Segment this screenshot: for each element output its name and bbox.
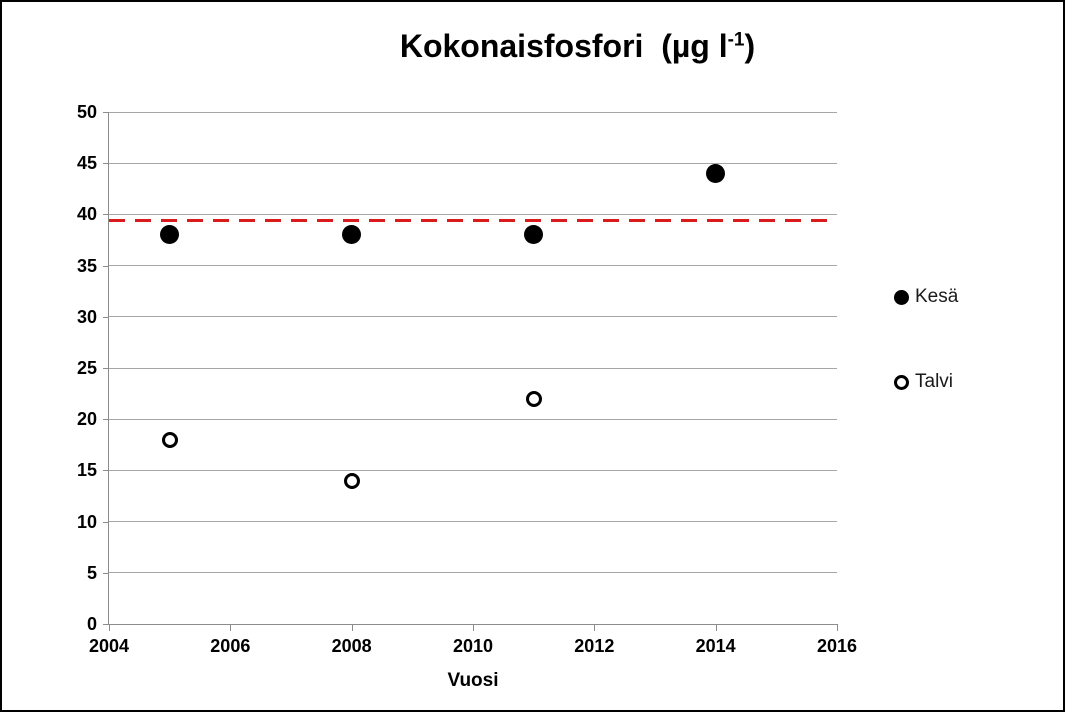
chart-title-suffix: )	[744, 28, 756, 64]
gridline-y-35	[109, 265, 837, 267]
y-tick-20	[103, 419, 109, 421]
gridline-y-45	[109, 162, 837, 164]
x-tick-label-2010: 2010	[452, 636, 494, 656]
x-axis-title: Vuosi	[447, 670, 499, 691]
gridline-y-40	[109, 213, 837, 215]
open-circle-icon	[894, 374, 909, 390]
gridline-y-25	[109, 367, 837, 369]
data-point-kesä-2014	[706, 163, 726, 183]
x-tick-2014	[715, 625, 717, 631]
legend-label-kesa: Kesä	[915, 286, 959, 307]
plot-area	[109, 111, 837, 624]
chart-title: Kokonaisfosfori (µg l-1)	[92, 28, 1063, 65]
y-tick-label-10: 10	[76, 511, 97, 532]
x-tick-2012	[594, 625, 596, 631]
x-tick-2006	[230, 625, 232, 631]
y-tick-0	[103, 624, 109, 625]
y-tick-label-35: 35	[76, 255, 97, 276]
x-axis-line	[103, 624, 838, 625]
y-tick-10	[103, 521, 109, 523]
y-tick-label-25: 25	[76, 358, 97, 378]
x-tick-label-2014: 2014	[695, 636, 736, 656]
gridline-y-30	[109, 316, 837, 318]
y-tick-label-50: 50	[76, 102, 97, 122]
legend-item-kesa[interactable]: Kesä	[894, 284, 1054, 310]
y-tick-label-5: 5	[86, 562, 97, 583]
y-tick-50	[103, 112, 109, 113]
data-point-talvi-2008	[343, 472, 360, 489]
y-tick-35	[103, 265, 109, 267]
legend-label-talvi: Talvi	[915, 371, 954, 392]
y-tick-label-45: 45	[76, 153, 97, 174]
x-tick-2010	[473, 625, 474, 631]
data-point-kesä-2011	[524, 225, 544, 245]
y-tick-25	[103, 368, 109, 369]
data-point-kesä-2005	[160, 225, 180, 245]
x-tick-2004	[109, 625, 110, 631]
x-tick-label-2012: 2012	[574, 636, 615, 656]
y-tick-30	[103, 316, 109, 318]
y-tick-label-40: 40	[76, 204, 97, 225]
gridline-y-15	[109, 469, 837, 471]
x-tick-label-2004: 2004	[88, 636, 130, 656]
y-tick-5	[103, 572, 109, 574]
chart-title-superscript: -1	[727, 29, 745, 51]
y-tick-label-15: 15	[76, 460, 97, 481]
filled-circle-icon	[894, 289, 909, 305]
gridline-y-20	[109, 418, 837, 420]
legend: Kesä Talvi	[894, 284, 1054, 395]
reference-line	[109, 219, 837, 223]
chart-title-text: Kokonaisfosfori (µg l	[399, 28, 728, 64]
y-tick-label-20: 20	[76, 409, 97, 430]
x-tick-label-2016: 2016	[816, 636, 858, 656]
y-tick-40	[103, 214, 109, 216]
gridline-y-10	[109, 521, 837, 523]
gridline-y-5	[109, 572, 837, 574]
y-tick-15	[103, 470, 109, 472]
data-point-kesä-2008	[342, 225, 362, 245]
x-tick-label-2008: 2008	[331, 636, 372, 656]
x-tick-2008	[351, 625, 353, 631]
y-tick-label-30: 30	[76, 306, 97, 327]
y-tick-label-0: 0	[86, 614, 97, 634]
legend-item-talvi[interactable]: Talvi	[894, 369, 1054, 395]
data-point-talvi-2005	[161, 431, 178, 448]
data-point-talvi-2011	[525, 390, 542, 407]
gridline-y-50	[109, 111, 837, 113]
y-tick-45	[103, 163, 109, 165]
x-tick-2016	[837, 625, 838, 631]
x-tick-label-2006: 2006	[210, 636, 251, 656]
